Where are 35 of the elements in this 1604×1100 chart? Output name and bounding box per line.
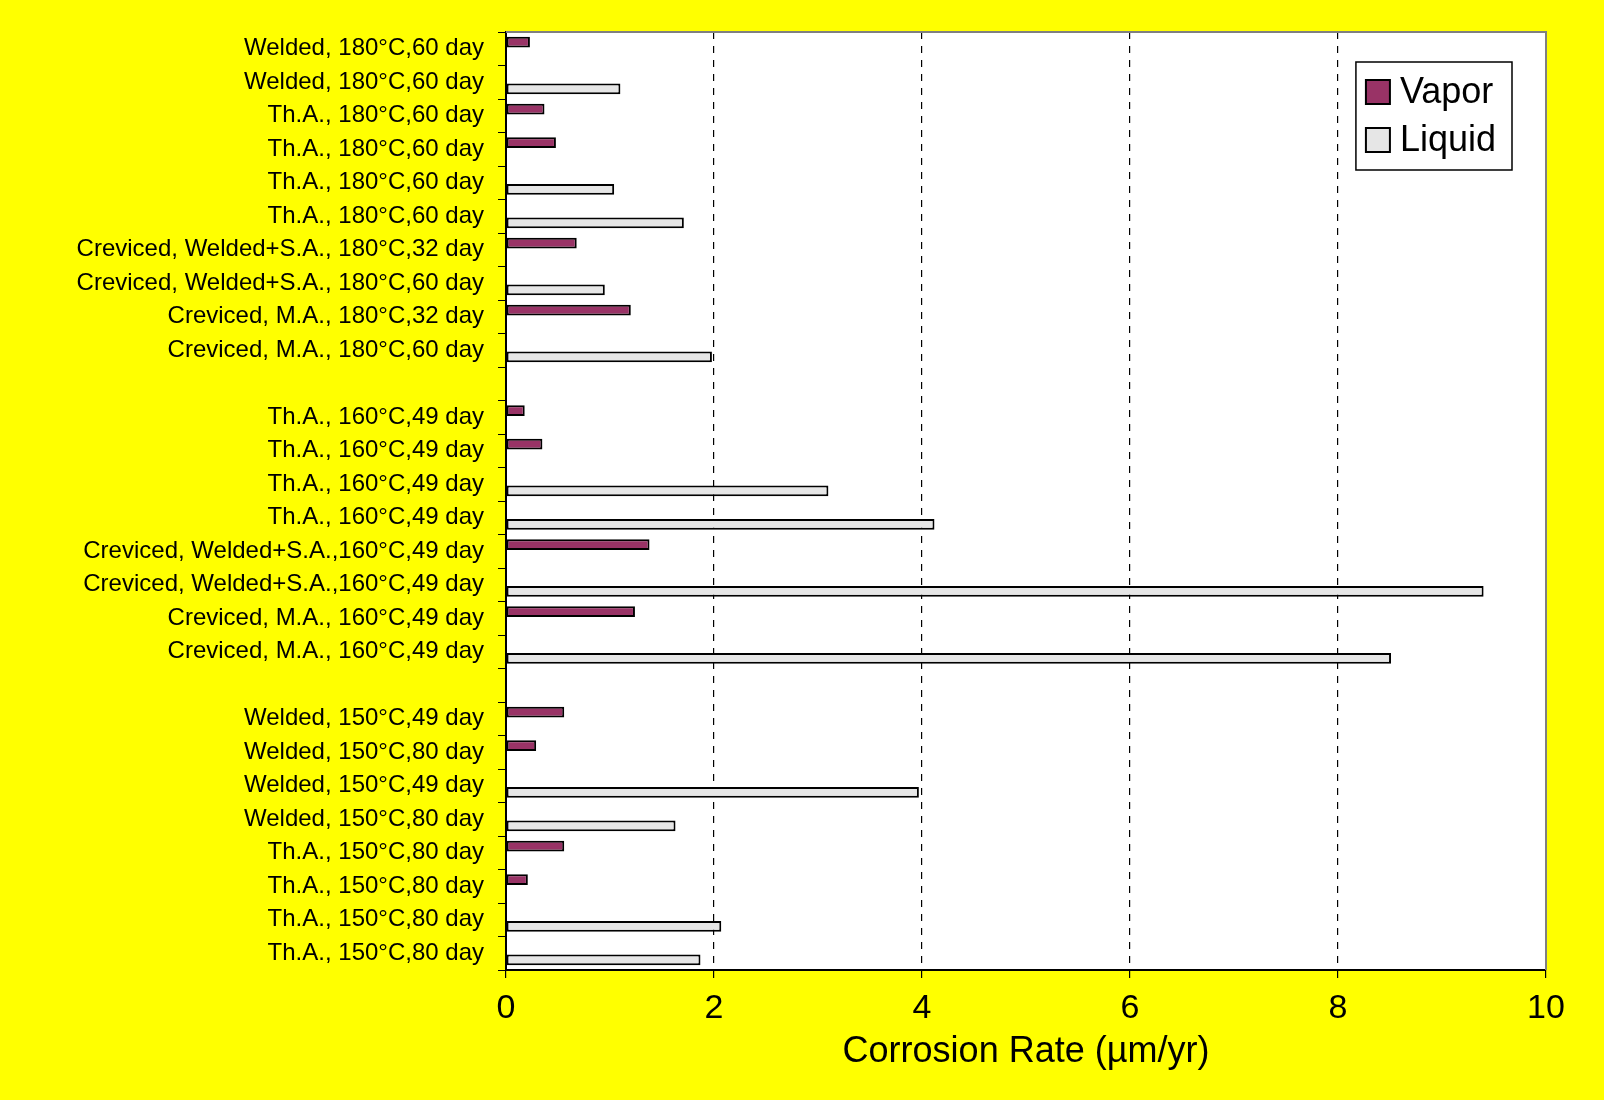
- y-tick-label: Creviced, M.A., 180°C,60 day: [167, 334, 484, 362]
- y-tick-label: Th.A., 160°C,49 day: [267, 435, 484, 463]
- y-tick-label: Welded, 150°C,49 day: [244, 703, 484, 731]
- y-tick-label: Creviced, Welded+S.A., 180°C,60 day: [76, 267, 484, 295]
- legend-label: Liquid: [1399, 117, 1497, 159]
- x-tick-label: 8: [1328, 986, 1348, 1025]
- y-tick-label: Th.A., 180°C,60 day: [267, 167, 484, 195]
- x-tick-label: 0: [496, 986, 516, 1025]
- y-tick-label: Welded, 150°C,80 day: [244, 803, 484, 831]
- y-tick-label: Th.A., 180°C,60 day: [267, 133, 484, 161]
- y-tick-label: Welded, 180°C,60 day: [244, 66, 484, 94]
- y-tick-label: Th.A., 150°C,80 day: [267, 904, 484, 932]
- legend-label: Vapor: [1399, 69, 1494, 111]
- x-tick-label: 6: [1120, 986, 1140, 1025]
- y-tick-label: Creviced, Welded+S.A., 180°C,32 day: [76, 234, 484, 262]
- y-tick-label: Creviced, Welded+S.A.,160°C,49 day: [83, 535, 484, 563]
- x-axis-title: Corrosion Rate (µm/yr): [842, 1029, 1210, 1071]
- y-tick-label: Creviced, M.A., 160°C,49 day: [167, 602, 484, 630]
- y-tick-label: Th.A., 180°C,60 day: [267, 200, 484, 228]
- y-tick-label: Welded, 150°C,49 day: [244, 770, 484, 798]
- y-tick-label: Welded, 150°C,80 day: [244, 736, 484, 764]
- x-tick-label: 4: [912, 986, 932, 1025]
- y-tick-label: Th.A., 150°C,80 day: [267, 870, 484, 898]
- y-tick-label: Th.A., 160°C,49 day: [267, 468, 484, 496]
- y-tick-label: Th.A., 160°C,49 day: [267, 401, 484, 429]
- y-tick-label: Th.A., 150°C,80 day: [267, 837, 484, 865]
- y-tick-label: Th.A., 160°C,49 day: [267, 502, 484, 530]
- y-tick-label: Creviced, Welded+S.A.,160°C,49 day: [83, 569, 484, 597]
- y-tick-label: Welded, 180°C,60 day: [244, 33, 484, 61]
- y-tick-label: Th.A., 180°C,60 day: [267, 100, 484, 128]
- x-tick-label: 10: [1527, 986, 1565, 1025]
- y-tick-label: Creviced, M.A., 180°C,32 day: [167, 301, 484, 329]
- y-tick-label: Creviced, M.A., 160°C,49 day: [167, 636, 484, 664]
- x-tick-label: 2: [704, 986, 724, 1025]
- y-tick-label: Th.A., 150°C,80 day: [267, 937, 484, 965]
